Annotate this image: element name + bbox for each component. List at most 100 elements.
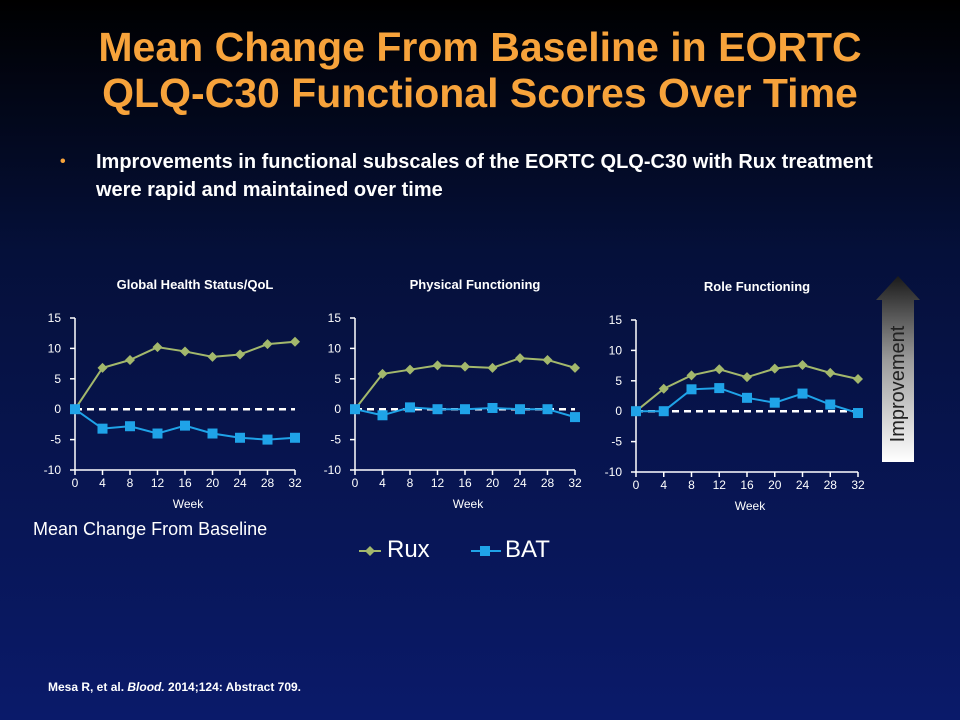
citation-rest: 2014;124: Abstract 709.: [164, 680, 302, 694]
data-point-bat: [515, 404, 525, 415]
page-title: Mean Change From Baseline in EORTC QLQ-C…: [0, 24, 960, 116]
data-point-bat: [686, 384, 697, 395]
data-point-bat: [542, 404, 553, 415]
data-point-rux: [97, 362, 108, 373]
x-tick-label: 12: [151, 476, 165, 490]
data-point-rux: [742, 372, 752, 383]
x-tick-label: 0: [352, 476, 359, 490]
chart-3: Role Functioning -10 -5 0 5 10 15 0 4 8 12 16 20 24 28…: [605, 279, 865, 513]
data-point-bat: [742, 392, 752, 403]
legend-bat-icon: [471, 546, 501, 556]
y-tick-label: 10: [609, 343, 623, 357]
bullet-text: Improvements in functional subscales of …: [96, 151, 873, 201]
data-point-bat: [152, 428, 163, 439]
data-point-rux: [262, 339, 273, 350]
data-point-rux: [152, 342, 163, 353]
data-point-bat: [853, 408, 863, 419]
data-point-bat: [235, 432, 245, 443]
y-tick-label: 10: [328, 341, 342, 355]
x-tick-label: 8: [407, 476, 414, 490]
data-point-rux: [853, 373, 863, 384]
x-tick-label: 4: [99, 476, 106, 490]
citation-journal: Blood.: [127, 680, 165, 694]
bullet-marker: •: [60, 153, 66, 170]
data-point-rux: [769, 363, 780, 374]
title-line-1: Mean Change From Baseline in EORTC: [98, 24, 862, 70]
data-point-bat: [70, 404, 80, 415]
data-point-rux: [405, 364, 415, 375]
x-tick-label: 28: [541, 476, 555, 490]
x-tick-label: 24: [796, 478, 810, 492]
chart-1: Global Health Status/QoL -10 -5 0 5 10 15 0 4 8 12…: [44, 277, 302, 511]
y-tick-label: 15: [609, 313, 623, 327]
y-tick-label: -10: [605, 465, 623, 479]
y-tick-label: 0: [334, 402, 341, 416]
x-tick-label: 20: [206, 476, 220, 490]
data-point-rux: [207, 351, 218, 362]
x-tick-label: 28: [824, 478, 838, 492]
title-line-2: QLQ-C30 Functional Scores Over Time: [102, 70, 858, 116]
x-axis-label: Week: [453, 497, 484, 511]
data-point-bat: [631, 406, 641, 417]
data-point-rux: [686, 370, 697, 381]
y-tick-label: 15: [48, 311, 62, 325]
data-point-bat: [769, 397, 780, 408]
improvement-label: Improvement: [887, 325, 909, 443]
data-point-rux: [825, 367, 836, 378]
x-tick-label: 24: [233, 476, 247, 490]
up-arrow-icon: [876, 276, 920, 462]
data-point-rux: [125, 354, 135, 365]
data-point-rux: [797, 359, 808, 370]
x-tick-label: 16: [740, 478, 754, 492]
data-point-rux: [658, 383, 669, 394]
data-point-rux: [235, 349, 245, 360]
x-tick-label: 20: [768, 478, 782, 492]
y-tick-label: -10: [324, 463, 342, 477]
x-tick-label: 16: [178, 476, 192, 490]
series-line-rux: [635, 363, 859, 412]
data-point-bat: [97, 423, 108, 434]
data-point-rux: [290, 336, 300, 347]
x-tick-label: 32: [851, 478, 865, 492]
data-point-bat: [350, 404, 360, 415]
x-tick-label: 16: [458, 476, 472, 490]
y-tick-label: 10: [48, 341, 62, 355]
x-axis-label: Week: [173, 497, 204, 511]
x-tick-label: 32: [568, 476, 582, 490]
data-point-rux: [460, 361, 470, 372]
data-point-rux: [542, 354, 553, 365]
data-point-bat: [487, 402, 498, 413]
x-tick-label: 0: [633, 478, 640, 492]
improvement-arrow: Improvement: [876, 276, 920, 462]
y-tick-label: 5: [54, 372, 61, 386]
y-tick-label: 5: [334, 372, 341, 386]
data-point-bat: [658, 406, 669, 417]
y-tick-label: -10: [44, 463, 62, 477]
y-tick-label: -5: [50, 433, 61, 447]
x-tick-label: 20: [486, 476, 500, 490]
chart-title: Global Health Status/QoL: [117, 277, 274, 292]
data-point-bat: [290, 432, 300, 443]
legend-bat-label: BAT: [505, 536, 550, 563]
data-point-bat: [797, 388, 808, 399]
legend-rux-label: Rux: [387, 536, 430, 563]
data-point-bat: [714, 383, 725, 394]
y-tick-label: -5: [330, 433, 341, 447]
y-tick-label: 0: [615, 404, 622, 418]
x-tick-label: 0: [72, 476, 79, 490]
data-point-bat: [432, 404, 443, 415]
chart-title: Role Functioning: [704, 279, 810, 294]
data-point-bat: [180, 420, 190, 431]
citation: Mesa R, et al. Blood. 2014;124: Abstract…: [48, 680, 301, 694]
data-point-bat: [460, 404, 470, 415]
x-tick-label: 8: [688, 478, 695, 492]
x-tick-label: 12: [713, 478, 727, 492]
data-point-bat: [377, 410, 388, 421]
data-point-bat: [405, 402, 415, 413]
data-point-rux: [570, 362, 580, 373]
chart-title: Physical Functioning: [410, 277, 541, 292]
y-tick-label: 5: [615, 374, 622, 388]
data-point-rux: [432, 360, 443, 371]
data-point-bat: [207, 428, 218, 439]
x-tick-label: 24: [513, 476, 527, 490]
